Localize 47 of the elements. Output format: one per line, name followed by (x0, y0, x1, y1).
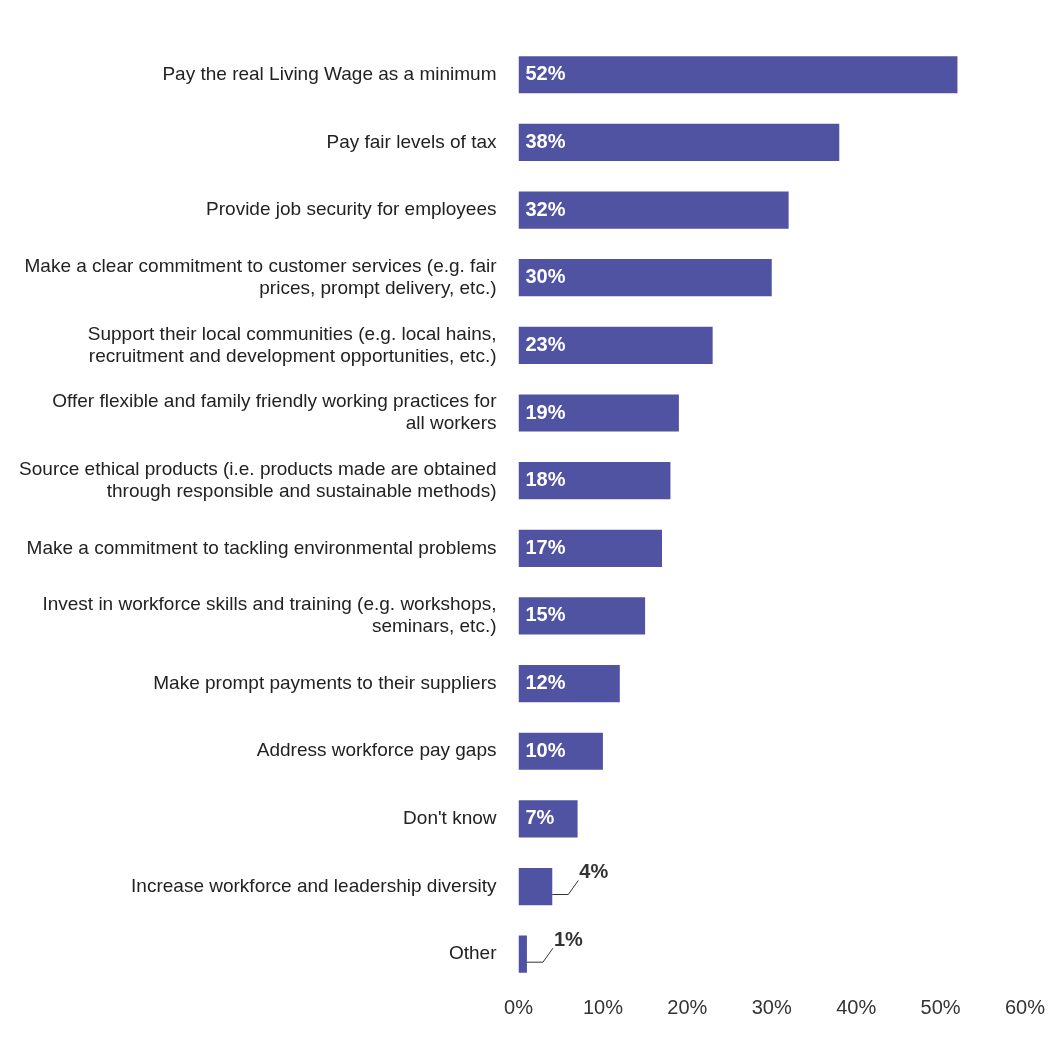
bar (518, 867, 553, 906)
y-tick-label: Offer flexible and family friendly working practices for all workers (52, 390, 498, 434)
bar (518, 529, 662, 567)
data-label: 38% (525, 129, 566, 152)
data-label: 23% (525, 332, 566, 355)
x-tick-label: 0% (504, 995, 534, 1018)
data-label: 19% (525, 400, 566, 423)
y-tick-label: Other (448, 942, 498, 964)
bar (518, 56, 958, 94)
bar (518, 191, 789, 229)
y-tick-label: Pay fair levels of tax (326, 130, 497, 152)
x-tick-label: 40% (836, 995, 877, 1018)
data-label: 17% (525, 535, 566, 558)
bar (518, 597, 646, 635)
y-tick-label: Invest in workforce skills and training (e.g. workshops, seminars, etc.) (42, 593, 497, 637)
y-tick-label: Don't know (403, 807, 497, 829)
data-label: 10% (525, 738, 566, 761)
y-tick-label: Source ethical products (i.e. products made are obtained through responsible and sustainable methods) (19, 457, 497, 501)
data-label: 4% (579, 860, 609, 883)
data-label: 12% (525, 671, 566, 694)
y-tick-label: Make prompt payments to their suppliers (153, 671, 497, 693)
bar (518, 259, 772, 297)
data-label: 7% (525, 806, 555, 829)
bar (518, 664, 620, 703)
bar (518, 462, 671, 500)
bar (518, 123, 840, 161)
x-tick-label: 20% (667, 995, 708, 1018)
data-label: 1% (553, 927, 584, 950)
y-tick-label: Provide job security for employees (206, 198, 497, 220)
data-label: 32% (525, 197, 566, 220)
x-tick-label: 50% (920, 995, 961, 1018)
y-tick-label: Make a commitment to tackling environmental problems (26, 536, 497, 558)
data-label: 30% (525, 265, 566, 288)
y-tick-label: Increase workforce and leadership diversity (131, 874, 497, 896)
data-label: 15% (525, 603, 566, 626)
y-tick-label: Pay the real Living Wage as a minimum (162, 62, 497, 84)
y-tick-label: Address workforce pay gaps (256, 739, 497, 761)
x-tick-label: 10% (582, 995, 624, 1018)
bar (518, 326, 713, 364)
bar (518, 394, 679, 432)
x-tick-label: 60% (1004, 995, 1046, 1018)
x-tick-label: 30% (751, 995, 792, 1018)
y-tick-label: Make a clear commitment to customer services (e.g. fair prices, prompt delivery, etc.) (24, 255, 498, 298)
data-label: 18% (525, 468, 566, 491)
data-label: 52% (525, 62, 566, 85)
y-tick-label: Support their local communities (e.g. local hains, recruitment and development opportunities, etc.) (87, 322, 497, 366)
bar (518, 935, 527, 973)
